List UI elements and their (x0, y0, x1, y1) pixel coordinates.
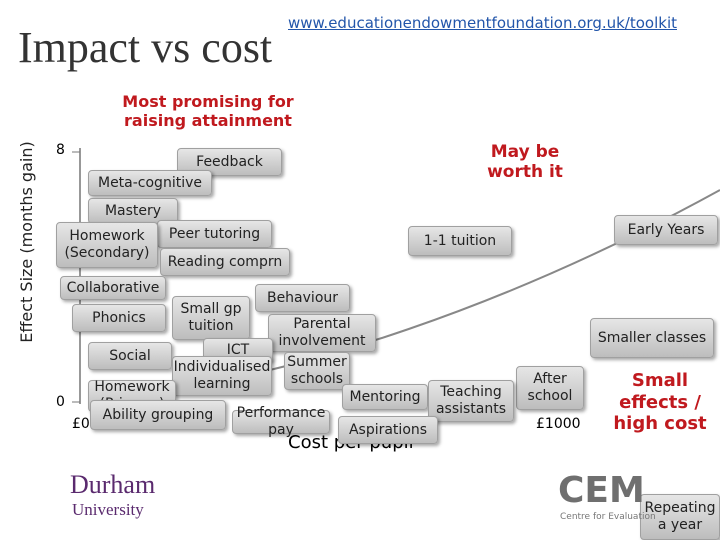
node: Reading comprn (160, 248, 290, 276)
url[interactable]: www.educationendowmentfoundation.org.uk/… (288, 14, 677, 32)
node: Phonics (72, 304, 166, 332)
node: Summer schools (284, 352, 350, 390)
node: Early Years (614, 215, 718, 245)
annotation: Most promising for raising attainment (122, 92, 294, 131)
node: Small gp tuition (172, 296, 250, 340)
logo: Centre for Evaluation (560, 512, 656, 522)
node: Aspirations (338, 416, 438, 444)
node: Homework (Secondary) (56, 222, 158, 268)
y-tick-label: 0 (56, 394, 65, 410)
y-tick-label: 8 (56, 142, 65, 158)
node: Collaborative (60, 276, 166, 300)
node: 1-1 tuition (408, 226, 512, 256)
node: After school (516, 366, 584, 410)
node: Behaviour (255, 284, 350, 312)
annotation: May be worth it (487, 142, 563, 183)
logo: University (72, 500, 144, 519)
node: Mentoring (342, 384, 428, 410)
title: Impact vs cost (18, 23, 273, 72)
node: Performance pay (232, 405, 330, 438)
annotation: Small effects / high cost (613, 370, 707, 435)
node: Social (88, 342, 172, 370)
node: Teaching assistants (428, 380, 514, 422)
node: Meta-cognitive (88, 170, 212, 196)
node: Smaller classes (590, 318, 714, 358)
x-tick-label: £1000 (536, 416, 581, 432)
node: Ability grouping (90, 400, 226, 430)
node: Peer tutoring (157, 220, 272, 248)
node: Parental involvement (268, 314, 376, 352)
x-tick-label: £0 (72, 416, 90, 432)
logo: Durham (70, 470, 156, 499)
node: Repeating a year (640, 494, 720, 540)
node: Individualised learning (172, 356, 272, 396)
logo: CEM (558, 470, 645, 511)
y-axis-label: Effect Size (months gain) (17, 141, 36, 342)
